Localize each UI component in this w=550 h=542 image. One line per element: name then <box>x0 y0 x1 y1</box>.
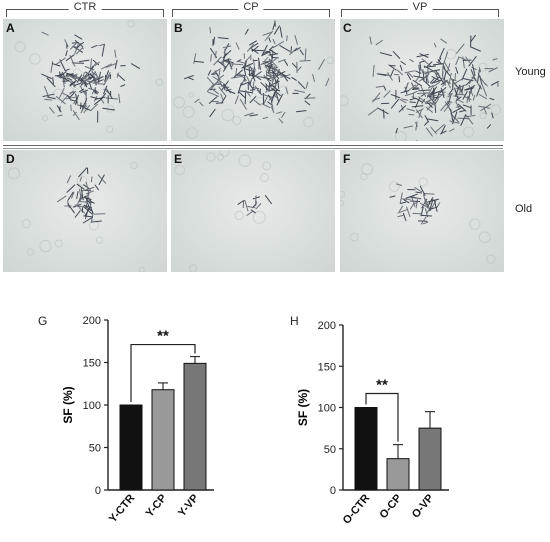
group-label: VP <box>408 1 433 13</box>
x-tick-label: Y-CTR <box>107 492 137 525</box>
cell-colony-image <box>3 19 167 141</box>
bar-y-cp <box>152 390 174 490</box>
y-tick-label: 0 <box>330 485 336 497</box>
group-label: CTR <box>69 1 102 13</box>
y-tick-label: 50 <box>324 444 336 456</box>
panel-label: A <box>6 21 15 35</box>
group-label: CP <box>238 1 263 13</box>
x-tick-label: O-CTR <box>341 492 373 526</box>
y-tick-label: 50 <box>89 443 101 455</box>
y-axis-label: SF (%) <box>61 386 75 423</box>
y-tick-label: 200 <box>83 315 101 327</box>
micrograph-panel-e: E <box>171 150 335 272</box>
micrograph-panel-f: F <box>340 150 504 272</box>
y-axis-label: SF (%) <box>296 389 310 426</box>
cell-colony-image <box>3 150 167 272</box>
panel-label: F <box>343 152 350 166</box>
group-header-vp: VP <box>341 3 499 15</box>
cell-colony-image <box>171 19 335 141</box>
row-divider <box>3 145 503 146</box>
panel-label: E <box>174 152 182 166</box>
micrograph-panel-d: D <box>3 150 167 272</box>
cell-colony-image <box>171 150 335 272</box>
significance-label: ** <box>157 328 169 345</box>
micrograph-panel-c: C <box>340 19 504 141</box>
x-tick-label: Y-CP <box>144 492 170 519</box>
bar-o-vp <box>419 428 441 490</box>
x-tick-label: O-CP <box>377 492 404 521</box>
micrograph-panel-a: A <box>3 19 167 141</box>
panel-label: B <box>174 21 183 35</box>
group-header-cp: CP <box>172 3 330 15</box>
cell-colony-image <box>340 19 504 141</box>
y-tick-label: 150 <box>83 358 101 370</box>
panel-label: D <box>6 152 15 166</box>
cell-colony-image <box>340 150 504 272</box>
x-tick-label: O-VP <box>410 492 436 520</box>
significance-label: ** <box>376 377 388 394</box>
bar-y-vp <box>184 363 206 490</box>
group-header-ctr: CTR <box>6 3 164 15</box>
bar-o-ctr <box>355 408 377 491</box>
micrograph-panel-b: B <box>171 19 335 141</box>
x-tick-label: Y-VP <box>176 492 201 519</box>
y-tick-label: 0 <box>95 485 101 497</box>
row-divider <box>3 148 503 149</box>
figure-label-g: G <box>38 314 47 328</box>
y-tick-label: 150 <box>318 361 336 373</box>
bar-o-cp <box>387 459 409 490</box>
row-label-old: Old <box>515 203 532 215</box>
y-tick-label: 100 <box>318 403 336 415</box>
bar-y-ctr <box>120 405 142 490</box>
panel-label: C <box>343 21 352 35</box>
y-tick-label: 200 <box>318 320 336 332</box>
y-tick-label: 100 <box>83 400 101 412</box>
row-label-young: Young <box>515 66 546 78</box>
